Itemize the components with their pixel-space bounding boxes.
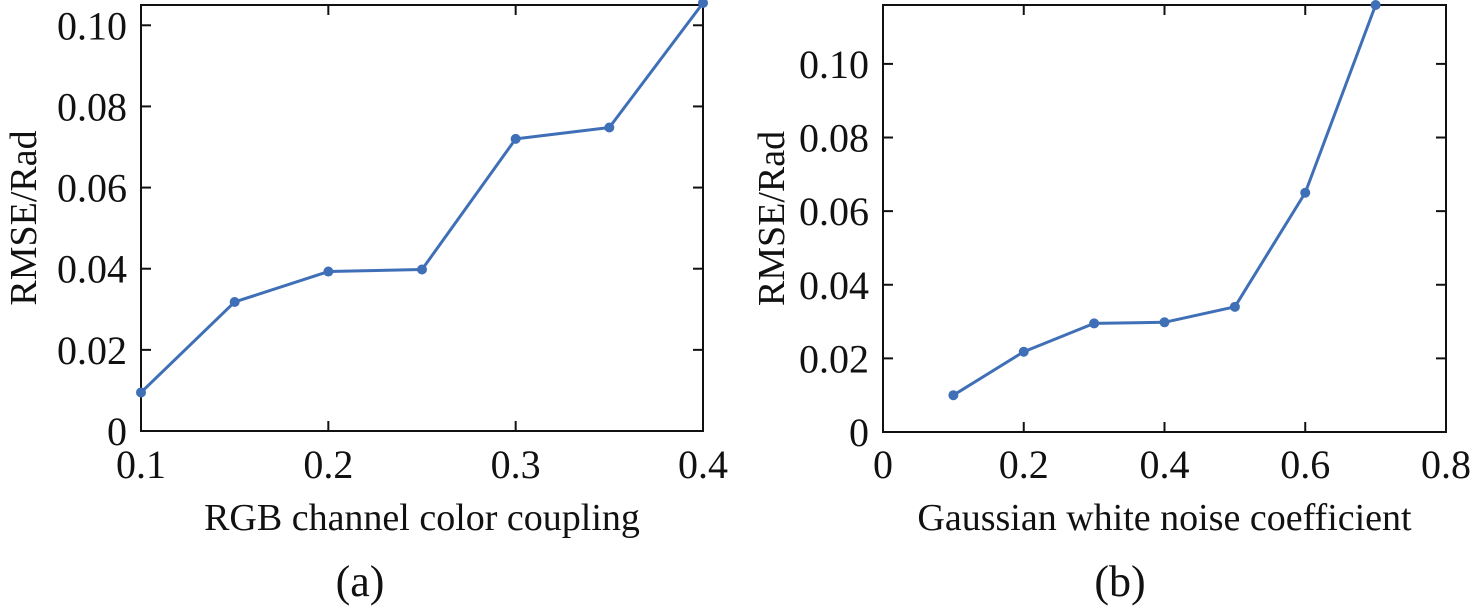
x-axis-label: Gaussian white noise coefficient xyxy=(917,497,1412,539)
y-tick-label: 0.08 xyxy=(799,116,869,161)
series-line xyxy=(952,4,1378,397)
y-tick-label: 0.10 xyxy=(799,42,869,87)
y-axis-label: RMSE/Rad xyxy=(751,131,793,306)
x-tick-label: 0.4 xyxy=(678,442,728,487)
panel-b: 0 0.2 0.4 0.6 0.8 0 0.02 0.04 0.06 0.08 0.10 Gaussi… xyxy=(751,0,1471,606)
y-tick-label: 0 xyxy=(107,409,127,454)
y-tick-label: 0.04 xyxy=(57,247,127,292)
data-point xyxy=(604,122,615,133)
x-tick-label: 0.2 xyxy=(999,442,1049,487)
y-tick-label: 0.02 xyxy=(799,336,869,381)
data-point xyxy=(417,264,427,275)
data-point xyxy=(510,133,521,144)
panel-a: 0.1 0.2 0.3 0.4 0 0.02 0.04 0.06 0.08 0.10 RGB cha… xyxy=(3,0,728,606)
x-tick-label: 0 xyxy=(873,442,893,487)
data-point xyxy=(948,390,959,401)
data-point xyxy=(1018,346,1029,357)
data-point xyxy=(323,266,334,277)
data-point xyxy=(698,0,708,8)
y-tick-label: 0.06 xyxy=(57,166,127,211)
data-point xyxy=(229,296,240,307)
x-tick-label: 0.8 xyxy=(1421,442,1471,487)
data-point xyxy=(1089,318,1100,329)
x-axis-label: RGB channel color coupling xyxy=(204,497,640,539)
y-tick-label: 0.10 xyxy=(57,3,127,48)
x-tick-label: 0.2 xyxy=(303,442,353,487)
panel-caption: (a) xyxy=(336,557,385,606)
y-tick-label: 0.02 xyxy=(57,328,127,373)
y-tick-label: 0.08 xyxy=(57,84,127,129)
x-tick-label: 0.4 xyxy=(1140,442,1190,487)
plot-frame-a xyxy=(140,4,704,432)
panel-caption: (b) xyxy=(1094,557,1145,606)
data-point xyxy=(1159,317,1170,328)
x-tick-label: 0.1 xyxy=(116,442,166,487)
y-axis-label: RMSE/Rad xyxy=(3,130,45,305)
data-point xyxy=(1229,301,1240,312)
plot-frame-b xyxy=(882,4,1447,433)
data-point xyxy=(136,387,146,398)
data-point xyxy=(1300,187,1311,198)
x-tick-label: 0.3 xyxy=(491,442,541,487)
y-tick-label: 0.06 xyxy=(799,189,869,234)
data-point xyxy=(1370,0,1381,10)
series-line xyxy=(139,2,705,394)
y-tick-label: 0 xyxy=(849,410,869,455)
x-tick-label: 0.6 xyxy=(1280,442,1330,487)
y-tick-label: 0.04 xyxy=(799,263,869,308)
